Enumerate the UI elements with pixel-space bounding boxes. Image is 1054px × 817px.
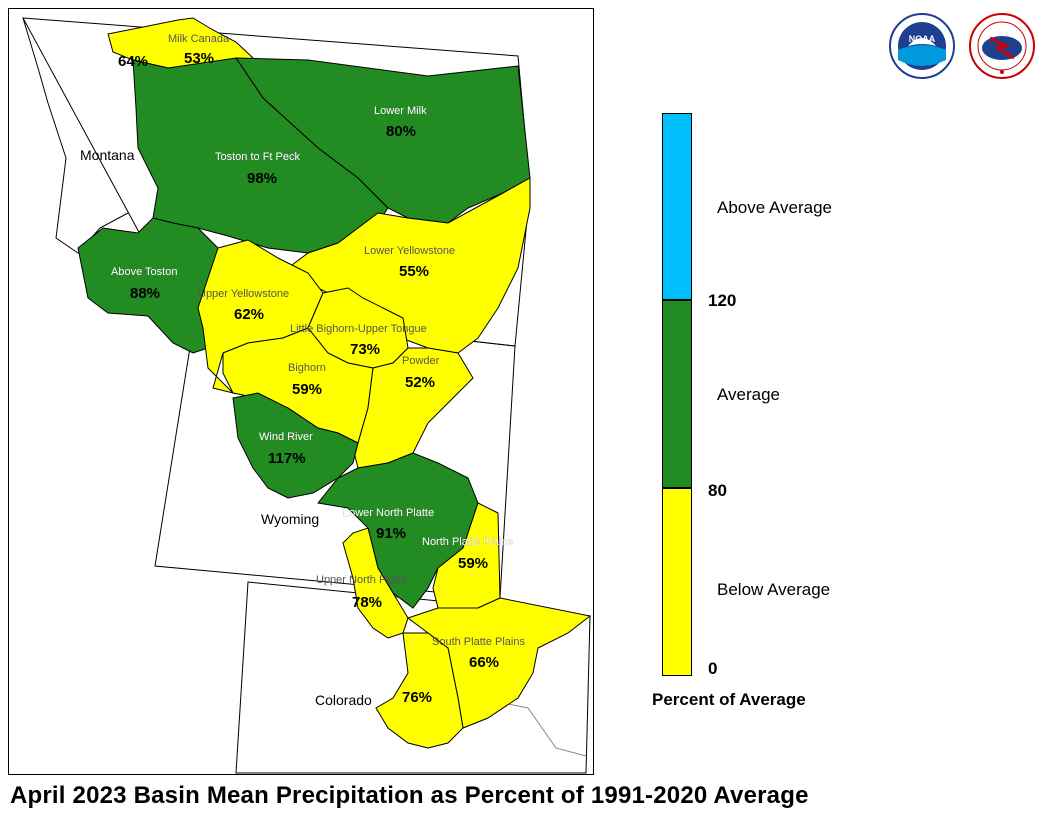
basin-name: South Platte Plains bbox=[432, 636, 525, 648]
basin-labels: Milk Canada 53% 64% Lower Milk 80% Tosto… bbox=[111, 33, 526, 706]
basin-name: Upper Yellowstone bbox=[198, 288, 289, 300]
basin-value: 66% bbox=[469, 654, 499, 671]
basin-name: Upper North Platte bbox=[316, 574, 407, 586]
basin-value: 64% bbox=[118, 53, 148, 70]
basin-value: 88% bbox=[130, 285, 160, 302]
legend-color-bar bbox=[662, 113, 692, 676]
nws-logo-icon bbox=[969, 13, 1035, 79]
basin-value: 80% bbox=[386, 123, 416, 140]
basin-value: 78% bbox=[352, 594, 382, 611]
legend-swatch-average bbox=[662, 300, 692, 488]
basin-value: 53% bbox=[184, 50, 214, 67]
basin-value: 52% bbox=[405, 374, 435, 391]
basin-name: Little Bighorn-Upper Tongue bbox=[290, 323, 427, 335]
basin-map: Montana Wyoming Colorado Milk Canada 53%… bbox=[22, 17, 592, 774]
basin-name: Above Toston bbox=[111, 266, 177, 278]
basin-value: 59% bbox=[458, 555, 488, 572]
legend-tick-120: 120 bbox=[708, 291, 737, 310]
basin-value: 55% bbox=[399, 263, 429, 280]
noaa-logo: NOAA bbox=[888, 12, 956, 80]
legend-label-above: Above Average bbox=[717, 198, 832, 217]
legend-title: Percent of Average bbox=[652, 690, 806, 709]
basin-name: North Platte Plains bbox=[422, 536, 514, 548]
basin-name: Milk Canada bbox=[168, 33, 230, 45]
basin-polygons bbox=[77, 17, 592, 749]
legend-swatch-below bbox=[662, 488, 692, 676]
basin-wind-river bbox=[232, 392, 359, 499]
legend-tick-80: 80 bbox=[708, 481, 727, 500]
basin-value: 73% bbox=[350, 341, 380, 358]
basin-name: Powder bbox=[402, 355, 440, 367]
nws-logo bbox=[968, 12, 1036, 80]
basin-colorado-76 bbox=[375, 632, 464, 749]
page-title: April 2023 Basin Mean Precipitation as P… bbox=[10, 782, 809, 809]
basin-upper-north-platte bbox=[342, 527, 409, 639]
legend-swatch-above bbox=[662, 113, 692, 300]
basin-value: 98% bbox=[247, 170, 277, 187]
legend-label-average: Average bbox=[717, 385, 781, 404]
noaa-logo-icon: NOAA bbox=[889, 13, 955, 79]
basin-name: Wind River bbox=[259, 431, 313, 443]
state-label-wyoming: Wyoming bbox=[261, 511, 319, 527]
basin-value: 117% bbox=[268, 450, 306, 467]
basin-value: 76% bbox=[402, 689, 432, 706]
basin-name: Toston to Ft Peck bbox=[215, 151, 300, 163]
state-label-colorado: Colorado bbox=[315, 692, 372, 708]
legend-tick-0: 0 bbox=[708, 659, 718, 678]
noaa-logo-text: NOAA bbox=[909, 34, 936, 44]
basin-name: Lower Yellowstone bbox=[364, 245, 455, 257]
idaho-border bbox=[22, 17, 129, 254]
basin-name: Bighorn bbox=[288, 362, 326, 374]
basin-name: Lower North Platte bbox=[343, 507, 434, 519]
basin-value: 62% bbox=[234, 306, 264, 323]
basin-name: Lower Milk bbox=[374, 105, 427, 117]
legend-label-below: Below Average bbox=[717, 580, 831, 599]
basin-value: 59% bbox=[292, 381, 322, 398]
basin-value: 91% bbox=[376, 525, 406, 542]
state-label-montana: Montana bbox=[80, 147, 135, 163]
